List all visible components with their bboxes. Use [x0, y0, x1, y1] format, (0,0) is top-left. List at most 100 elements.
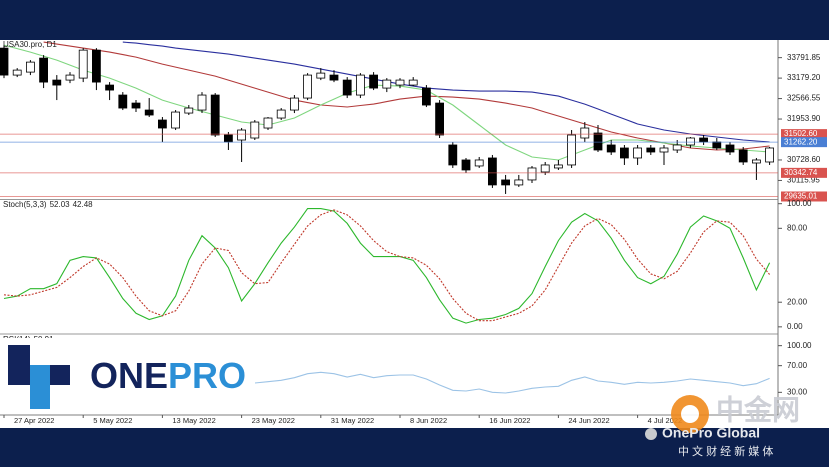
candle-body: [382, 79, 392, 89]
indicator-line: [122, 41, 770, 143]
y-tick-label: 20.00: [787, 297, 808, 306]
y-tick-label: 0.00: [787, 322, 803, 331]
candle-body: [65, 74, 75, 81]
indicator-line: [3, 208, 771, 324]
panel-title-name: Stoch(5,3,3): [3, 200, 47, 209]
x-tick-label: 8 Jun 2022: [410, 416, 447, 425]
candle-body: [276, 109, 286, 119]
candle-body: [0, 47, 9, 76]
candle-body: [659, 147, 669, 153]
candle-body: [369, 74, 379, 89]
logo-square: [50, 365, 70, 385]
candle-body: [514, 179, 524, 186]
logo-bar: [8, 345, 30, 385]
logo-text: ONEPRO: [90, 355, 246, 396]
candle-body: [554, 164, 563, 169]
indicator-line: [3, 209, 771, 322]
candle-body: [289, 97, 299, 111]
candle-body: [567, 134, 576, 166]
watermark-sub: 中 文 财 经 新 媒 体: [678, 444, 773, 458]
candle-body: [316, 72, 326, 79]
plot: 33791.85 33179.20 32566.55 31953.90 30728.60…: [0, 40, 827, 425]
candle-body: [725, 144, 735, 153]
x-tick-label: 5 May 2022: [93, 416, 132, 425]
candle-body: [421, 87, 431, 106]
x-tick-label: 13 May 2022: [172, 416, 215, 425]
panel-title-value: 42.48: [73, 200, 94, 209]
candle-body: [171, 111, 181, 129]
y-tick-label: 70.00: [787, 361, 808, 370]
candle-body: [329, 74, 339, 81]
candle-body: [237, 129, 247, 141]
logo-one: ONE: [90, 355, 168, 396]
x-tick-label: 23 May 2022: [252, 416, 295, 425]
candle-body: [461, 159, 471, 171]
candle-body: [25, 61, 35, 73]
candle-body: [686, 137, 695, 146]
logo-square: [30, 385, 50, 409]
candle-body: [184, 107, 194, 114]
candle-body: [355, 74, 365, 96]
price-line-box: [781, 191, 827, 202]
panel-title: USA30.pro, D1: [3, 40, 57, 49]
candle-body: [105, 84, 114, 91]
y-tick-label: 30115.95: [787, 176, 820, 185]
candle-body: [646, 147, 656, 153]
x-tick-label: 27 Apr 2022: [14, 416, 54, 425]
candle-body: [408, 79, 418, 86]
candle-body: [752, 159, 761, 164]
logo-pro: PRO: [168, 355, 246, 396]
candle-body: [52, 79, 62, 86]
candle-body: [474, 159, 484, 167]
y-tick-label: 30728.60: [787, 155, 821, 164]
candle-body: [606, 144, 616, 153]
price-line-label: 31262.20: [784, 137, 818, 146]
y-tick-label: 30.00: [787, 387, 808, 396]
candle-body: [435, 102, 445, 136]
candle-body: [157, 119, 167, 129]
candle-body: [223, 134, 233, 143]
candle-body: [712, 141, 722, 149]
candle-body: [210, 94, 220, 136]
candle-body: [342, 79, 352, 96]
candle-body: [197, 94, 207, 111]
y-tick-label: 33791.85: [787, 53, 821, 62]
y-tick-label: 32566.55: [787, 94, 821, 103]
y-tick-label: 100.00: [787, 199, 812, 208]
indicator-line: [43, 41, 770, 151]
candle-body: [78, 49, 88, 79]
panel-title: Stoch(5,3,3) 52.03 42.48: [3, 200, 93, 209]
candle-body: [672, 144, 682, 151]
candle-body: [738, 149, 748, 163]
candle-body: [699, 137, 708, 143]
candle-body: [144, 109, 154, 116]
price-line-label: 30342.74: [784, 168, 818, 177]
watermark: 中金网 OnePro Global 中 文 财 经 新 媒 体: [645, 393, 800, 458]
logo-square: [30, 365, 50, 385]
price-line-box: [781, 129, 827, 140]
price-line-box: [781, 137, 827, 148]
candle-body: [501, 179, 511, 186]
candle-body: [303, 74, 313, 99]
watermark-account: OnePro Global: [662, 425, 760, 441]
candle-body: [118, 94, 128, 109]
panel-title-name: USA30.pro, D1: [3, 40, 57, 49]
candle-body: [263, 117, 273, 129]
candle-body: [448, 144, 458, 166]
panel-title-value: 52.03: [50, 200, 71, 209]
candle-body: [39, 57, 48, 83]
x-tick-label: 31 May 2022: [331, 416, 374, 425]
candle-body: [250, 121, 260, 139]
candle-body: [527, 167, 537, 181]
x-tick-label: 4 Jul 2022: [648, 416, 683, 425]
candle-body: [487, 157, 497, 186]
candle-body: [620, 147, 629, 159]
candle-body: [540, 164, 550, 173]
candle-body: [633, 147, 642, 159]
candle-body: [765, 147, 774, 163]
price-line-box: [781, 167, 827, 178]
watermark-brand: 中金网: [716, 393, 800, 425]
watermark-icon-inner: [681, 405, 699, 423]
